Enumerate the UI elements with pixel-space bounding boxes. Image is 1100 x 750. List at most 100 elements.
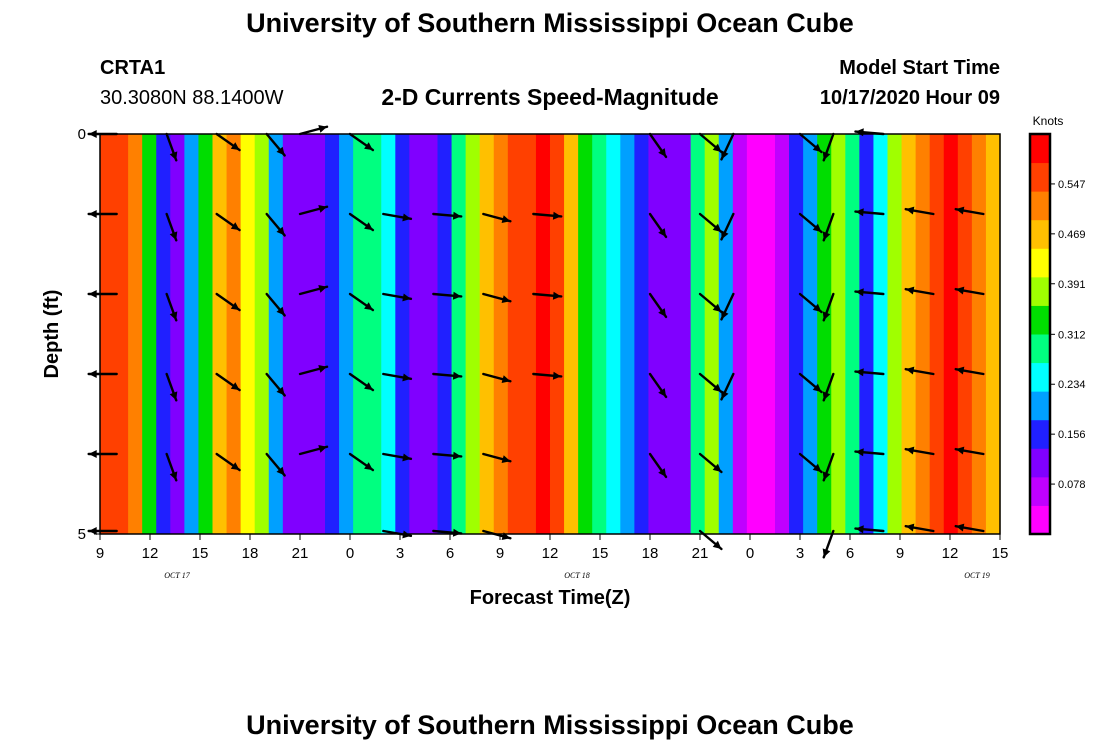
current-vector <box>954 366 985 376</box>
heatmap-cell <box>353 134 368 534</box>
vector-arrowhead <box>501 375 511 383</box>
date-label: OCT 18 <box>564 571 589 580</box>
current-vector <box>215 212 241 232</box>
current-vector <box>822 529 835 559</box>
current-vector <box>904 206 935 216</box>
colorbar-tick-label: 0.547 <box>1058 179 1086 191</box>
current-vector <box>348 372 375 392</box>
heatmap-cell <box>521 134 537 534</box>
vector-arrowhead <box>402 453 411 462</box>
heatmap-cell <box>662 134 678 534</box>
current-vector <box>215 372 241 392</box>
heatmap-cell <box>437 134 453 534</box>
current-vector <box>265 452 286 477</box>
colorbar-swatch <box>1030 305 1050 335</box>
vector-arrowhead <box>552 291 562 300</box>
date-label: OCT 17 <box>164 571 190 580</box>
vector-arrowhead <box>658 468 667 477</box>
vector-arrowhead <box>812 383 822 392</box>
vector-arrowhead <box>855 208 864 217</box>
y-axis-label: Depth (ft) <box>41 290 63 379</box>
current-vector <box>798 132 823 154</box>
x-tick-label: 15 <box>592 545 609 562</box>
vector-arrowhead <box>955 446 965 455</box>
heatmap-cell <box>690 134 706 534</box>
current-vector <box>265 372 286 397</box>
current-vector <box>648 212 668 239</box>
heatmap-cell <box>620 134 635 534</box>
vector-arrowhead <box>364 382 373 391</box>
vector-arrowhead <box>364 462 373 471</box>
heatmap-cell <box>114 134 129 534</box>
vector-arrowhead <box>822 548 831 558</box>
vector-arrowhead <box>812 303 822 312</box>
vector-arrowhead <box>88 130 97 138</box>
heatmap-cell <box>760 134 776 534</box>
current-vector <box>298 125 329 136</box>
current-vector <box>382 372 413 382</box>
current-vector <box>954 286 985 296</box>
heatmap-cell <box>465 134 481 534</box>
current-vector <box>822 212 835 242</box>
current-vector <box>87 210 118 218</box>
current-vector <box>432 211 463 220</box>
heatmap-cell <box>254 134 270 534</box>
vector-arrowhead <box>169 471 178 481</box>
heatmap-cell <box>648 134 664 534</box>
vector-arrowhead <box>402 213 411 222</box>
current-vector <box>165 292 178 322</box>
vector-arrowhead <box>855 368 864 377</box>
heatmap-cell <box>493 134 509 534</box>
current-vector <box>298 445 329 456</box>
heatmap-cell <box>282 134 298 534</box>
heatmap-cell <box>212 134 228 534</box>
vector-arrowhead <box>855 448 864 457</box>
x-axis-label: Forecast Time(Z) <box>470 587 631 609</box>
y-tick-label: 5 <box>78 526 86 543</box>
heatmap-cell <box>831 134 846 534</box>
model-start-value: 10/17/2020 Hour 09 <box>819 87 1000 109</box>
vector-arrowhead <box>364 222 373 231</box>
heatmap-cell <box>423 134 439 534</box>
current-vectors <box>87 125 985 559</box>
current-vector <box>904 523 935 533</box>
vector-arrowhead <box>364 302 373 311</box>
vector-arrowhead <box>318 365 327 373</box>
current-vector <box>348 292 375 312</box>
vector-arrowhead <box>712 383 722 392</box>
vector-arrowhead <box>318 445 327 453</box>
x-tick-label: 18 <box>642 545 659 562</box>
station-coordinates: 30.3080N 88.1400W <box>100 87 284 109</box>
vector-arrowhead <box>955 366 965 375</box>
heatmap-cell <box>142 134 157 534</box>
heatmap-cell <box>100 134 115 534</box>
heatmap-cell <box>915 134 931 534</box>
vector-arrowhead <box>230 222 240 231</box>
current-vector <box>954 446 985 456</box>
current-vector <box>854 368 885 377</box>
x-tick-label: 21 <box>692 545 709 562</box>
current-vector <box>165 372 178 402</box>
heatmap-cell <box>985 134 1001 534</box>
current-vector <box>382 212 413 222</box>
vector-arrowhead <box>501 295 511 303</box>
current-vector <box>482 452 512 463</box>
x-tick-label: 18 <box>242 545 259 562</box>
vector-arrowhead <box>855 525 864 534</box>
colorbar: 0.547 0.469 0.391 0.312 0.234 0.156 0.078 <box>1028 132 1086 536</box>
vector-arrowhead <box>905 206 915 215</box>
vector-arrowhead <box>452 211 462 220</box>
current-vector <box>348 212 375 232</box>
current-vector <box>215 292 241 312</box>
heatmap-cell <box>535 134 551 534</box>
colorbar-tick-label: 0.234 <box>1058 379 1086 391</box>
heatmap-cell <box>409 134 425 534</box>
colorbar-tick-label: 0.469 <box>1058 229 1086 241</box>
current-vector <box>165 132 178 162</box>
vector-arrowhead <box>905 366 915 375</box>
vector-arrowhead <box>169 391 178 401</box>
vector-arrowhead <box>364 142 373 151</box>
current-vector <box>648 372 668 399</box>
current-vector <box>822 372 835 402</box>
